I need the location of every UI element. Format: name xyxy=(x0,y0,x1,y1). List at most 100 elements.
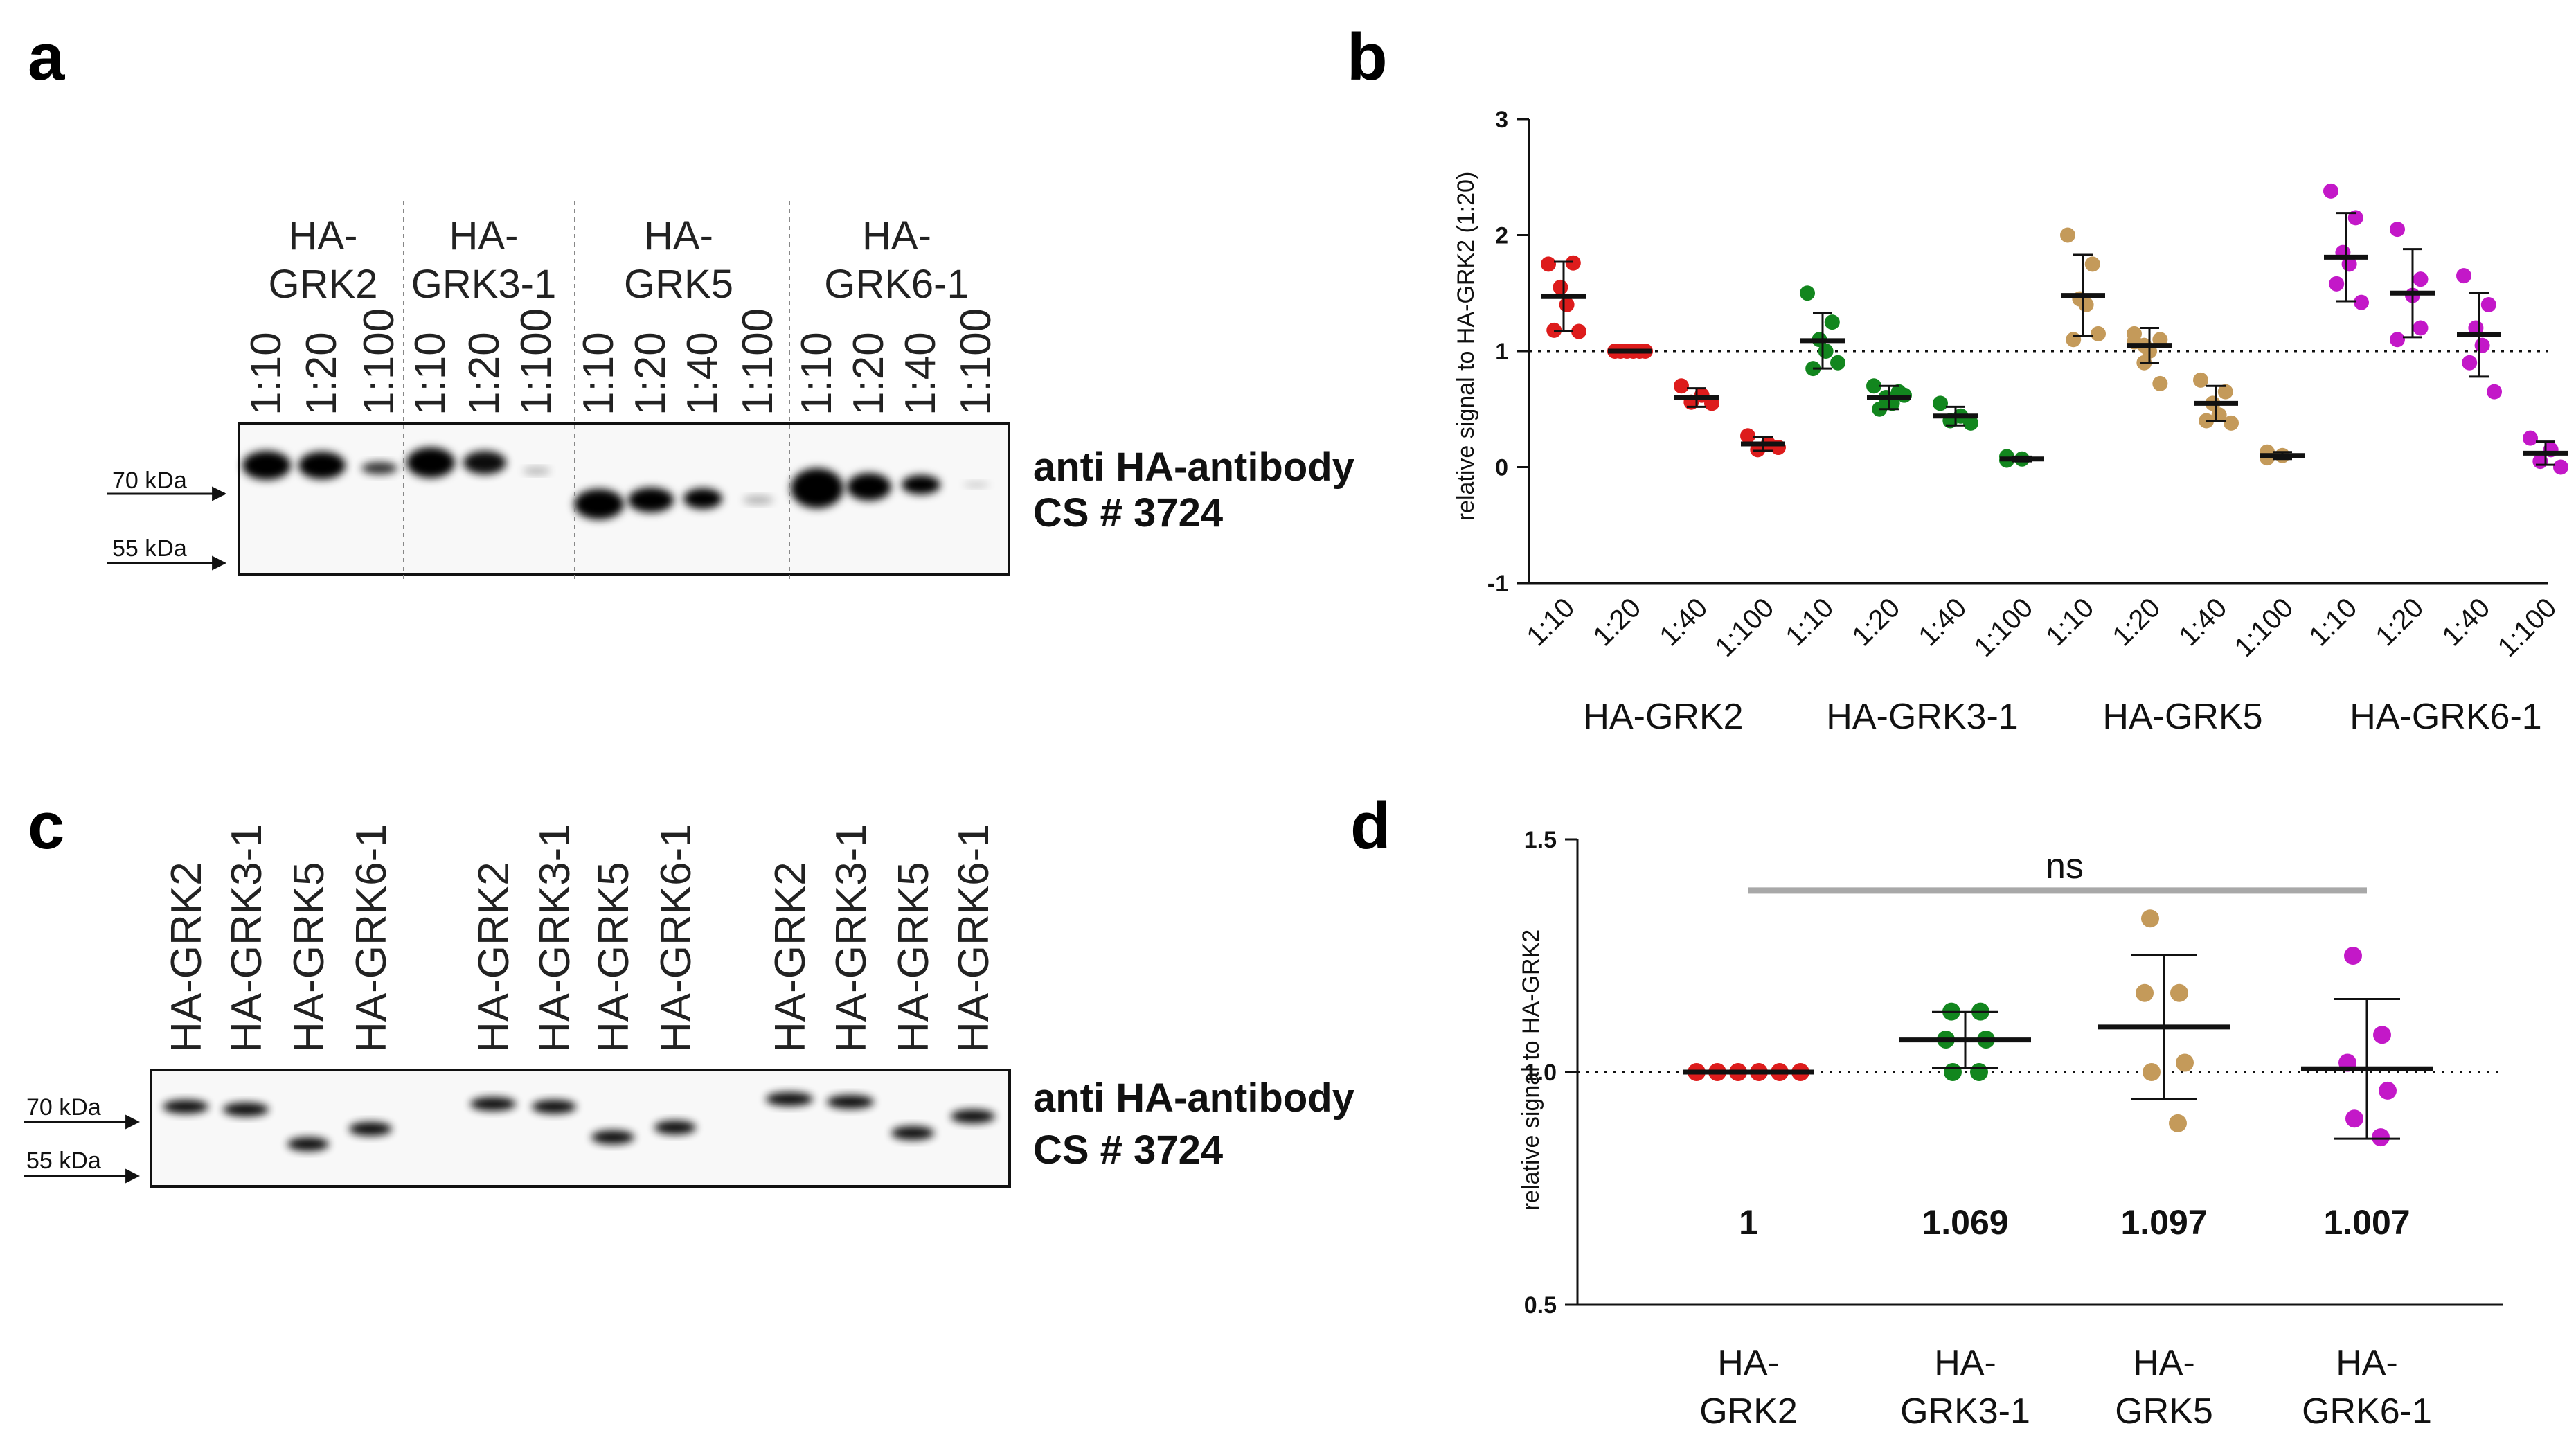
blot-a-bands xyxy=(242,447,990,519)
chart-d-point xyxy=(2176,1053,2194,1072)
chart-b-point xyxy=(2084,256,2100,272)
blot-a-band xyxy=(902,475,940,494)
chart-b-point xyxy=(2193,372,2208,388)
chart-b-group-label: HA-GRK5 xyxy=(2102,697,2262,737)
chart-b-point xyxy=(1674,378,1689,394)
chart-d-y-tick-label: 0.5 xyxy=(1524,1292,1557,1319)
blot-a-band xyxy=(847,473,891,501)
chart-d-point xyxy=(1970,1063,1988,1081)
chart-b-point xyxy=(2462,355,2478,371)
blot-c-band xyxy=(223,1103,269,1116)
blot-c-lane-label: HA-GRK3-1 xyxy=(531,823,579,1053)
chart-d-y-ticks: 0.5 1.0 1.5 xyxy=(1524,827,1577,1319)
chart-d-point xyxy=(2379,1081,2397,1100)
blot-c-membrane xyxy=(150,1069,1011,1188)
blot-c-bands xyxy=(163,1092,995,1151)
blot-c-lane-label: HA-GRK5 xyxy=(890,862,938,1053)
chart-b-axes xyxy=(1528,119,2548,585)
blot-c-band xyxy=(766,1092,813,1106)
blot-c-lane-label: HA-GRK3-1 xyxy=(828,823,875,1053)
blot-a-antibody-label: anti HA-antibody xyxy=(1033,445,1354,490)
chart-b-x-tick-label: 1:40 xyxy=(2173,592,2233,652)
blot-c-band xyxy=(163,1100,208,1114)
panel-label-d: d xyxy=(1350,789,1391,863)
blot-c-lane-labels: HA-GRK2 HA-GRK3-1 HA-GRK5 HA-GRK6-1 HA-GRK2 H… xyxy=(163,823,998,1053)
blot-a-band xyxy=(963,482,990,488)
blot-a-band xyxy=(574,489,624,519)
blot-c-lane-label: HA-GRK6-1 xyxy=(950,823,998,1053)
chart-d-point xyxy=(2143,1063,2161,1081)
blot-a-band xyxy=(463,451,506,474)
chart-b-point xyxy=(2078,297,2094,312)
chart-b-x-tick-label: 1:20 xyxy=(2107,592,2166,652)
chart-b-y-tick-label: 0 xyxy=(1495,455,1508,481)
chart-b-point xyxy=(1565,255,1581,271)
panel-label-a: a xyxy=(28,20,65,94)
chart-b-x-tick-label: 1:10 xyxy=(2303,592,2363,652)
chart-d-x-tick-label: HA- xyxy=(1934,1343,1996,1383)
blot-c-band xyxy=(532,1100,576,1114)
chart-d-point xyxy=(2373,1026,2391,1044)
blot-a-group-label: HA- xyxy=(862,213,931,258)
blot-a-lane-label: 1:100 xyxy=(512,308,560,416)
blot-a-band xyxy=(628,488,674,512)
chart-b-point xyxy=(1740,428,1755,444)
chart-b-y-tick-label: 3 xyxy=(1495,107,1508,133)
blot-a-band xyxy=(242,451,291,480)
chart-b-point xyxy=(2091,326,2106,341)
chart-d-mean-label: 1.069 xyxy=(1922,1203,2008,1242)
blot-a-group-label: HA- xyxy=(644,213,713,258)
chart-d-x-labels: HA- GRK2 HA- GRK3-1 HA- GRK5 HA- GRK6-1 xyxy=(1699,1343,2432,1432)
chart-b-marks xyxy=(1541,183,2568,475)
blot-a-group-label: GRK5 xyxy=(624,262,733,307)
chart-b-group-label: HA-GRK2 xyxy=(1583,697,1743,737)
blot-c-lane-label: HA-GRK3-1 xyxy=(223,823,271,1053)
chart-b-point xyxy=(2474,337,2490,353)
chart-b-x-tick-label: 1:100 xyxy=(2492,592,2562,663)
chart-b-point xyxy=(2224,415,2239,431)
blot-c-band xyxy=(654,1121,696,1134)
blot-c-lane-label: HA-GRK2 xyxy=(767,862,814,1053)
chart-b-point xyxy=(2329,276,2345,292)
blot-a-lane-label: 1:10 xyxy=(793,332,841,416)
blot-a-lane-label: 1:20 xyxy=(845,332,893,416)
chart-d-point xyxy=(2345,1109,2363,1128)
blot-a-group-label: HA- xyxy=(449,213,519,258)
chart-b-point xyxy=(2066,332,2082,348)
chart-b-x-tick-label: 1:100 xyxy=(1709,592,1780,663)
chart-b-point xyxy=(1933,395,1948,411)
chart-b-point xyxy=(2523,430,2538,446)
blot-c-lane-label: HA-GRK6-1 xyxy=(652,823,700,1053)
chart-b-x-tick-label: 1:20 xyxy=(2370,592,2429,652)
chart-b-point xyxy=(1553,279,1568,295)
blot-a-lane-label: 1:20 xyxy=(298,332,346,416)
chart-d: relative signal to HA-GRK2 0.5 1.0 1.5 ns 1… xyxy=(1518,827,2503,1432)
blot-a-band xyxy=(683,488,722,509)
chart-b-x-tick-label: 1:40 xyxy=(1913,592,1972,652)
chart-b-x-tick-label: 1:40 xyxy=(1654,592,1713,652)
chart-b-point xyxy=(1559,297,1575,312)
blot-a-lane-label: 1:40 xyxy=(897,332,945,416)
chart-b-point xyxy=(1866,378,1881,394)
chart-b-group-label: HA-GRK6-1 xyxy=(2350,697,2541,737)
blot-c-band xyxy=(287,1137,329,1151)
blot-c-band xyxy=(827,1095,874,1109)
blot-a-band xyxy=(743,496,773,504)
chart-b-point xyxy=(2456,268,2471,284)
chart-d-mean-label: 1 xyxy=(1739,1203,1758,1242)
blot-a-group-label: GRK2 xyxy=(269,262,378,307)
blot-a-band xyxy=(406,447,455,478)
chart-d-x-tick-label: GRK3-1 xyxy=(1900,1391,2030,1432)
blot-a-lane-label: 1:100 xyxy=(952,308,1000,416)
chart-b-point xyxy=(1818,344,1834,359)
chart-d-y-tick-label: 1.0 xyxy=(1524,1060,1557,1086)
blot-a-group-label: HA- xyxy=(289,213,358,258)
chart-d-x-tick-label: HA- xyxy=(2336,1343,2398,1383)
blot-c-lane-label: HA-GRK2 xyxy=(163,862,211,1053)
blot-a-lane-label: 1:20 xyxy=(460,332,508,416)
chart-b-x-tick-label: 1:40 xyxy=(2436,592,2496,652)
blot-c-marker-55-label: 55 kDa xyxy=(26,1148,101,1174)
chart-d-point xyxy=(2169,1114,2187,1132)
